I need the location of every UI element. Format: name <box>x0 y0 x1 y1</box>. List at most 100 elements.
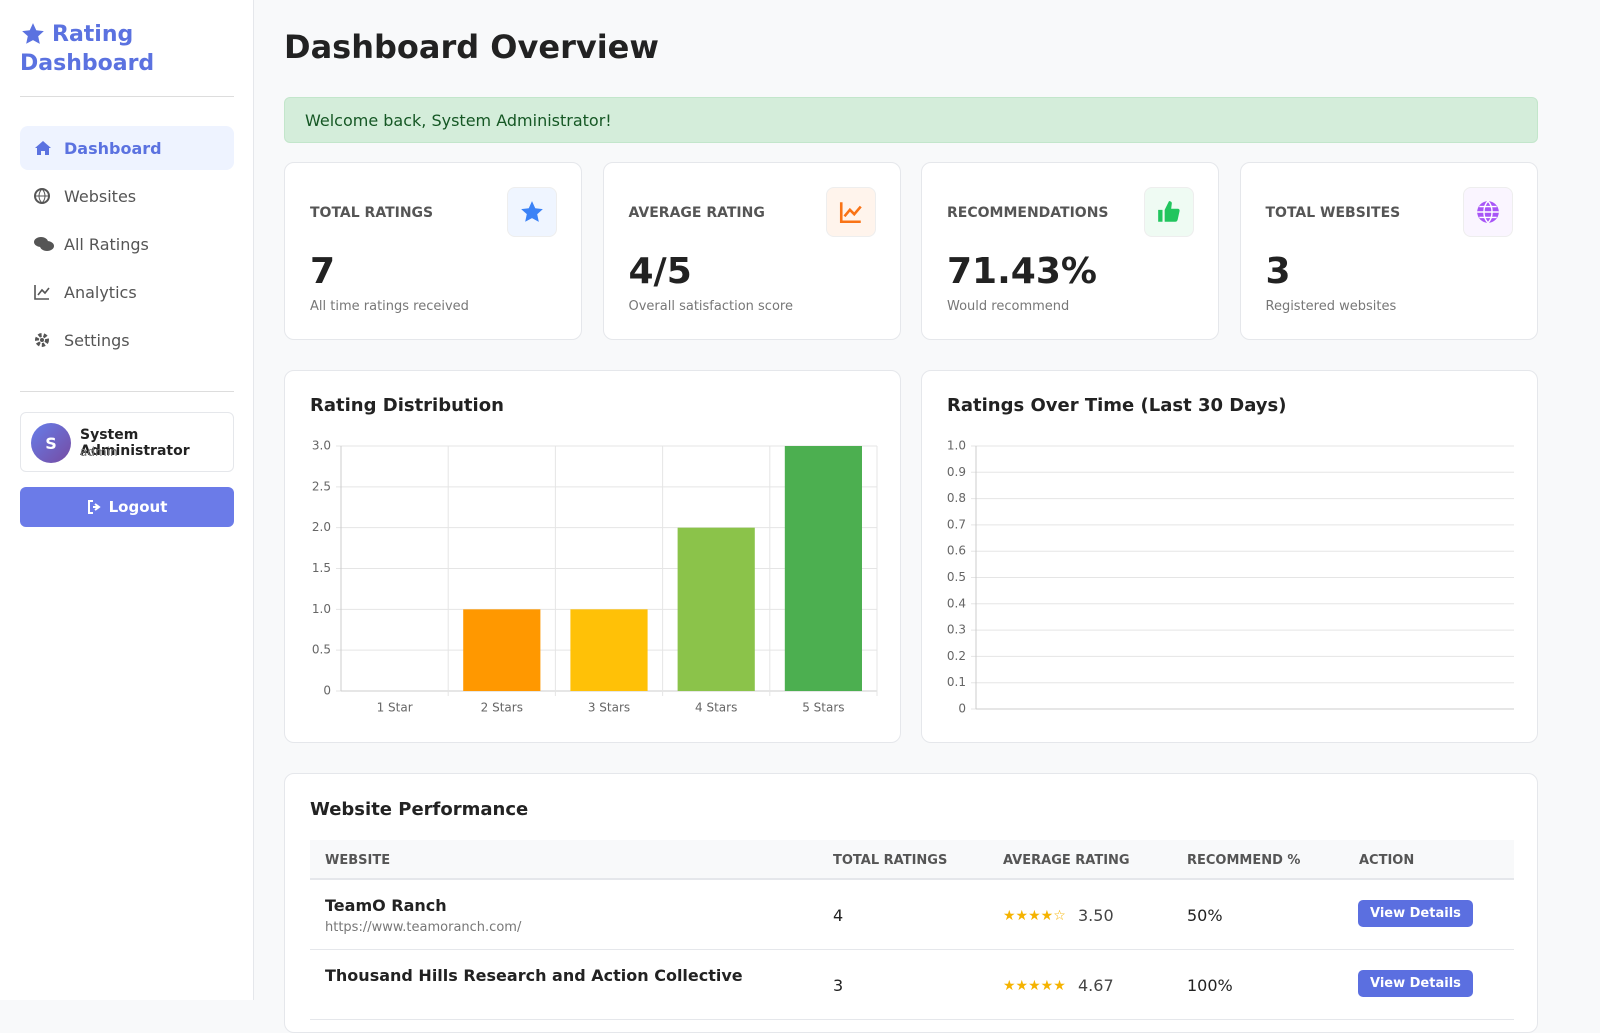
y-tick-label: 1.5 <box>312 561 331 575</box>
y-tick-label: 0.1 <box>947 675 966 689</box>
y-tick-label: 0.8 <box>947 491 966 505</box>
stat-icon <box>1462 187 1513 237</box>
stat-note: Overall satisfaction score <box>628 299 793 314</box>
y-tick-label: 0.5 <box>947 570 966 584</box>
x-tick-label: 1 Star <box>377 701 413 715</box>
stat-value: 71.43% <box>947 251 1097 292</box>
rating-stars: ★★★★★ <box>1003 978 1066 994</box>
stat-label: TOTAL WEBSITES <box>1265 205 1401 221</box>
bar <box>570 609 648 691</box>
column-header: TOTAL RATINGS <box>833 853 948 868</box>
user-card: S System Administrator admin <box>20 412 234 472</box>
x-tick-label: 2 Stars <box>481 701 523 715</box>
recommend-percent: 100% <box>1187 976 1233 995</box>
nav-item[interactable]: Settings <box>20 318 234 362</box>
nav-label: All Ratings <box>64 234 149 254</box>
sidebar: Rating Dashboard Dashboard Websites All … <box>0 0 254 1000</box>
stat-icon <box>825 187 876 237</box>
table-row: TeamO Ranch https://www.teamoranch.com/ … <box>310 880 1514 950</box>
y-tick-label: 0.5 <box>312 643 331 657</box>
view-details-button[interactable]: View Details <box>1358 900 1473 927</box>
bar <box>677 527 755 691</box>
chart: 0 0.1 0.2 0.3 0.4 0.5 0.6 0.7 0.8 0.9 1.0 <box>947 439 1514 716</box>
website-name: TeamO Ranch <box>325 896 447 915</box>
y-tick-label: 0.3 <box>947 623 966 637</box>
website-url: https://www.teamoranch.com/ <box>325 920 522 935</box>
y-tick-label: 2.5 <box>312 479 331 493</box>
nav-label: Websites <box>64 186 137 206</box>
average-rating: 3.50 <box>1078 906 1114 925</box>
y-tick-label: 2.0 <box>312 520 331 534</box>
nav-label: Analytics <box>64 282 137 302</box>
chart-card: Rating Distribution 0 0.5 1.0 1.5 2.0 2.5 3.0 1… <box>284 370 901 743</box>
table-header: WEBSITE TOTAL RATINGS AVERAGE RATING REC… <box>310 840 1514 880</box>
stat-label: RECOMMENDATIONS <box>947 205 1109 221</box>
column-header: WEBSITE <box>325 853 391 868</box>
chart-title: Ratings Over Time (Last 30 Days) <box>947 395 1287 416</box>
stat-card: AVERAGE RATING 4/5 Overall satisfaction … <box>602 162 901 340</box>
stat-note: Registered websites <box>1265 299 1397 314</box>
user-name: System Administrator <box>80 427 190 459</box>
y-tick-label: 0.2 <box>947 649 966 663</box>
recommend-percent: 50% <box>1187 906 1223 925</box>
x-tick-label: 4 Stars <box>695 701 737 715</box>
table-card: Website Performance WEBSITE TOTAL RATING… <box>284 773 1538 1033</box>
logout-button[interactable]: Logout <box>20 487 234 527</box>
column-header: ACTION <box>1359 853 1415 868</box>
chart: 0 0.5 1.0 1.5 2.0 2.5 3.0 1 Star 2 Stars 3 Stars 4… <box>312 439 878 715</box>
rating-stars: ★★★★☆ <box>1003 908 1066 924</box>
brand-icon <box>22 23 44 44</box>
stat-label: TOTAL RATINGS <box>310 205 434 221</box>
nav-label: Settings <box>64 330 130 350</box>
y-tick-label: 0 <box>323 684 331 698</box>
y-tick-label: 3.0 <box>312 439 331 453</box>
stat-icon <box>507 187 557 237</box>
stat-value: 3 <box>1265 251 1291 292</box>
stat-icon <box>1144 187 1194 237</box>
website-name: Thousand Hills Research and Action Colle… <box>325 966 743 985</box>
stat-card: RECOMMENDATIONS 71.43% Would recommend <box>921 162 1219 340</box>
nav-item[interactable]: Websites <box>20 174 234 218</box>
y-tick-label: 0 <box>958 702 966 716</box>
y-tick-label: 0.7 <box>947 517 966 531</box>
x-tick-label: 5 Stars <box>802 701 844 715</box>
divider <box>20 96 234 97</box>
view-details-button[interactable]: View Details <box>1358 970 1473 997</box>
nav-item[interactable]: Analytics <box>20 270 234 314</box>
page: Rating Dashboard Dashboard Websites All … <box>0 0 1538 1033</box>
bar <box>784 446 862 691</box>
page-title: Dashboard Overview <box>284 28 659 66</box>
table-row: Thousand Hills Research and Action Colle… <box>310 950 1514 1020</box>
table-title: Website Performance <box>310 799 529 820</box>
y-tick-label: 0.4 <box>947 596 966 610</box>
y-tick-label: 0.9 <box>947 465 966 479</box>
chart-title: Rating Distribution <box>310 395 504 416</box>
nav-item[interactable]: Dashboard <box>20 126 234 170</box>
y-tick-label: 1.0 <box>947 439 966 453</box>
y-tick-label: 1.0 <box>312 602 331 616</box>
column-header: AVERAGE RATING <box>1003 853 1130 868</box>
welcome-alert: Welcome back, System Administrator! <box>284 97 1538 143</box>
nav-item[interactable]: All Ratings <box>20 222 234 266</box>
stat-note: Would recommend <box>947 299 1070 314</box>
avatar: S <box>31 423 71 463</box>
total-ratings: 3 <box>833 976 844 995</box>
stat-label: AVERAGE RATING <box>628 205 765 221</box>
column-header: RECOMMEND % <box>1187 853 1301 868</box>
stat-card: TOTAL WEBSITES 3 Registered websites <box>1239 162 1538 340</box>
chart-card: Ratings Over Time (Last 30 Days) 0 0.1 0.2… <box>921 370 1538 743</box>
divider <box>20 391 234 392</box>
average-rating: 4.67 <box>1078 976 1114 995</box>
user-role: admin <box>80 445 118 459</box>
x-tick-label: 3 Stars <box>588 701 630 715</box>
nav-label: Dashboard <box>64 138 162 158</box>
stat-value: 4/5 <box>628 251 692 292</box>
bar <box>463 609 541 691</box>
stat-value: 7 <box>310 251 336 292</box>
stat-note: All time ratings received <box>310 299 469 314</box>
brand: Rating Dashboard <box>20 22 155 76</box>
total-ratings: 4 <box>833 906 844 925</box>
stat-card: TOTAL RATINGS 7 All time ratings receive… <box>284 162 582 340</box>
y-tick-label: 0.6 <box>947 544 966 558</box>
logout-label: Logout <box>108 498 168 516</box>
